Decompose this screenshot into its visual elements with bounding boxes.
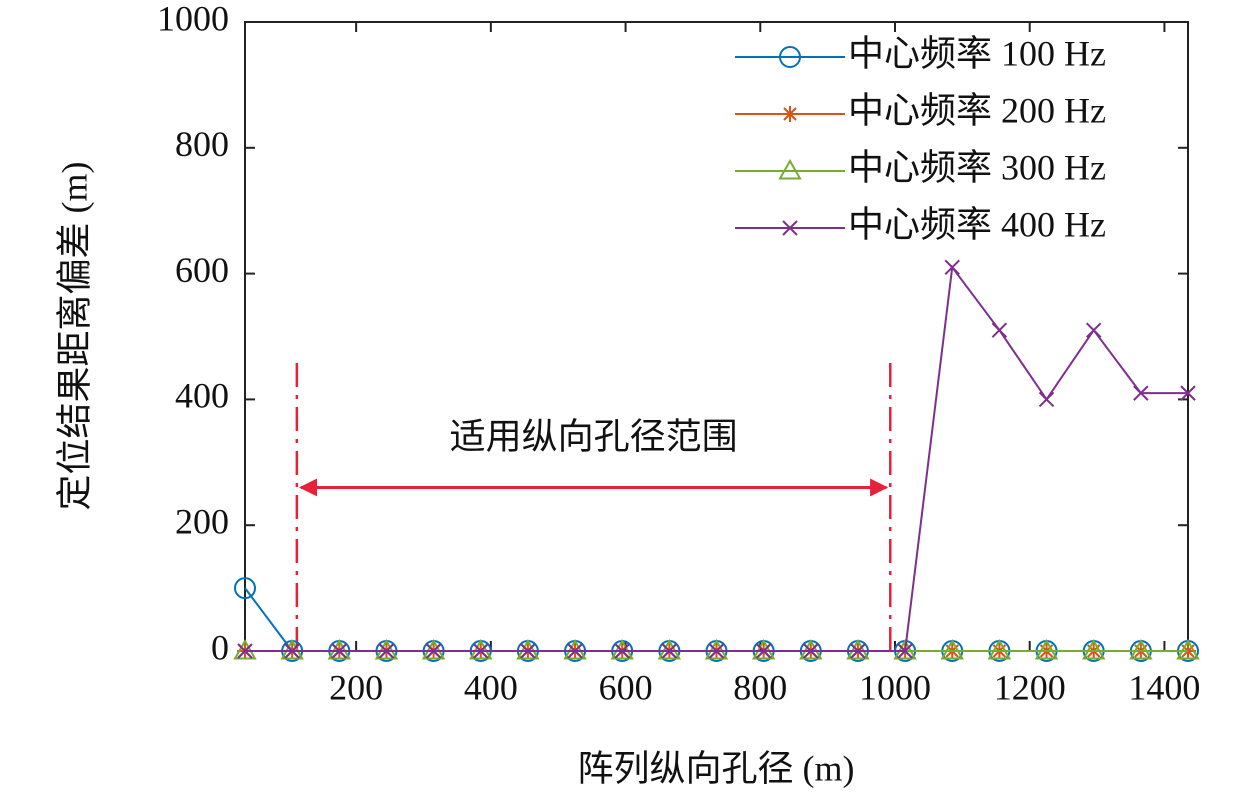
y-tick-label: 800 — [175, 124, 229, 164]
legend-marker — [779, 46, 801, 68]
marker — [563, 638, 587, 660]
marker — [755, 643, 772, 659]
marker — [469, 638, 493, 660]
legend-marker — [778, 158, 802, 180]
x-axis-label: 阵列纵向孔径 (m) — [578, 748, 855, 788]
marker — [1081, 638, 1106, 660]
marker — [987, 638, 1012, 660]
marker — [751, 638, 776, 660]
marker — [661, 643, 678, 659]
x-tick-label: 400 — [464, 667, 518, 707]
marker — [1180, 385, 1196, 401]
marker — [944, 259, 960, 276]
marker — [280, 638, 304, 660]
series-line — [245, 264, 1188, 652]
marker — [610, 638, 634, 660]
y-tick-label: 0 — [211, 627, 229, 667]
marker — [520, 643, 536, 659]
legend-label: 中心频率 400 Hz — [848, 204, 1106, 244]
legend-label: 中心频率 200 Hz — [848, 90, 1106, 130]
marker — [803, 643, 819, 659]
marker — [1085, 322, 1102, 338]
marker — [614, 643, 630, 659]
y-axis-label: 定位结果距离偏差 (m) — [54, 162, 94, 511]
x-tick-label: 1200 — [994, 667, 1066, 707]
marker — [708, 643, 725, 659]
marker — [1176, 638, 1200, 660]
legend-item: 中心频率 300 Hz — [735, 147, 1106, 187]
marker — [234, 577, 256, 600]
legend-marker — [782, 220, 798, 236]
marker — [991, 322, 1008, 338]
x-tick-label: 600 — [599, 667, 653, 707]
marker — [893, 638, 917, 660]
marker — [233, 638, 257, 660]
marker — [1034, 638, 1059, 660]
marker — [473, 643, 489, 659]
y-tick-label: 1000 — [157, 0, 229, 38]
marker — [846, 638, 870, 660]
y-tick-label: 200 — [175, 501, 229, 541]
range-label: 适用纵向孔径范围 — [450, 416, 738, 456]
marker — [1038, 391, 1055, 408]
marker — [331, 643, 348, 659]
x-tick-label: 1000 — [859, 667, 931, 707]
marker — [425, 643, 442, 659]
marker — [421, 638, 446, 660]
legend-item: 中心频率 400 Hz — [735, 204, 1106, 244]
marker — [567, 643, 583, 659]
legend-marker — [782, 106, 798, 122]
marker — [284, 643, 300, 659]
marker — [374, 638, 399, 660]
legend-item: 中心频率 100 Hz — [735, 33, 1106, 73]
x-tick-label: 1400 — [1128, 667, 1200, 707]
marker — [1129, 638, 1153, 660]
marker — [940, 638, 964, 660]
marker — [237, 643, 253, 659]
x-tick-label: 200 — [329, 667, 383, 707]
y-tick-label: 400 — [175, 376, 229, 416]
marker — [516, 638, 540, 660]
marker — [1133, 385, 1149, 401]
marker — [704, 638, 729, 660]
marker — [657, 638, 682, 660]
marker — [799, 638, 823, 660]
marker — [897, 643, 913, 659]
marker — [327, 638, 352, 660]
x-tick-label: 800 — [733, 667, 787, 707]
marker — [378, 643, 395, 659]
y-tick-label: 600 — [175, 250, 229, 290]
legend-label: 中心频率 100 Hz — [848, 33, 1106, 73]
legend-label: 中心频率 300 Hz — [848, 147, 1106, 187]
legend-item: 中心频率 200 Hz — [735, 90, 1106, 130]
marker — [850, 643, 866, 659]
